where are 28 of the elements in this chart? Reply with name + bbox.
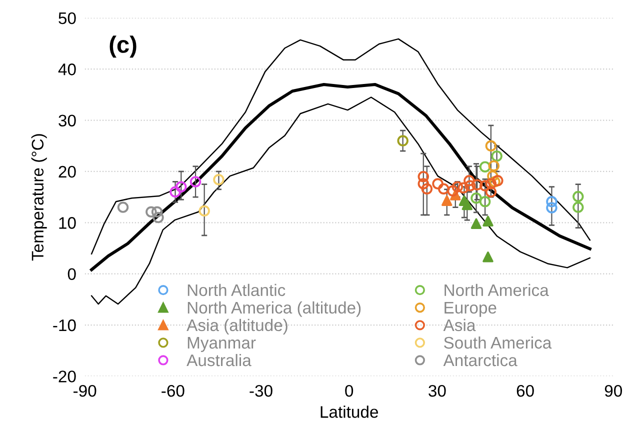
y-tick-label: 30 xyxy=(58,114,76,126)
text: (c) xyxy=(110,36,136,58)
y-tick-label: 50 xyxy=(58,12,76,24)
legend-label: North America (altitude) xyxy=(188,301,361,317)
x-tick-label: 0 xyxy=(345,384,354,397)
y-axis-title: Temperature (°C) xyxy=(31,134,47,261)
legend-label: North America xyxy=(444,284,549,296)
legend-label: Antarctica xyxy=(443,354,518,366)
legend-label: Europe xyxy=(444,302,496,317)
x-tick-label: 30 xyxy=(428,384,446,397)
y-tick-label: 10 xyxy=(59,217,76,229)
legend-label: Asia (altitude) xyxy=(186,318,288,334)
x-tick-label: -30 xyxy=(250,384,272,397)
y-tick-label: -20 xyxy=(53,370,76,382)
legend-label: Myanmar xyxy=(188,337,256,352)
x-tick-label: 60 xyxy=(516,384,534,397)
x-tick-label: 90 xyxy=(604,384,622,397)
x-tick-label: -90 xyxy=(74,384,96,397)
legend-label: Asia xyxy=(443,318,476,332)
legend-label: North Atlantic xyxy=(188,284,286,296)
y-tick-label: 40 xyxy=(58,64,76,76)
y-tick-label: 0 xyxy=(68,268,76,280)
legend-label: South America xyxy=(444,336,552,349)
x-tick-label: -60 xyxy=(162,384,184,397)
y-tick-label: -10 xyxy=(53,319,76,332)
y-tick-label: 20 xyxy=(58,166,76,178)
legend-label: Australia xyxy=(186,354,252,366)
x-axis-title: Latitude xyxy=(320,406,378,418)
